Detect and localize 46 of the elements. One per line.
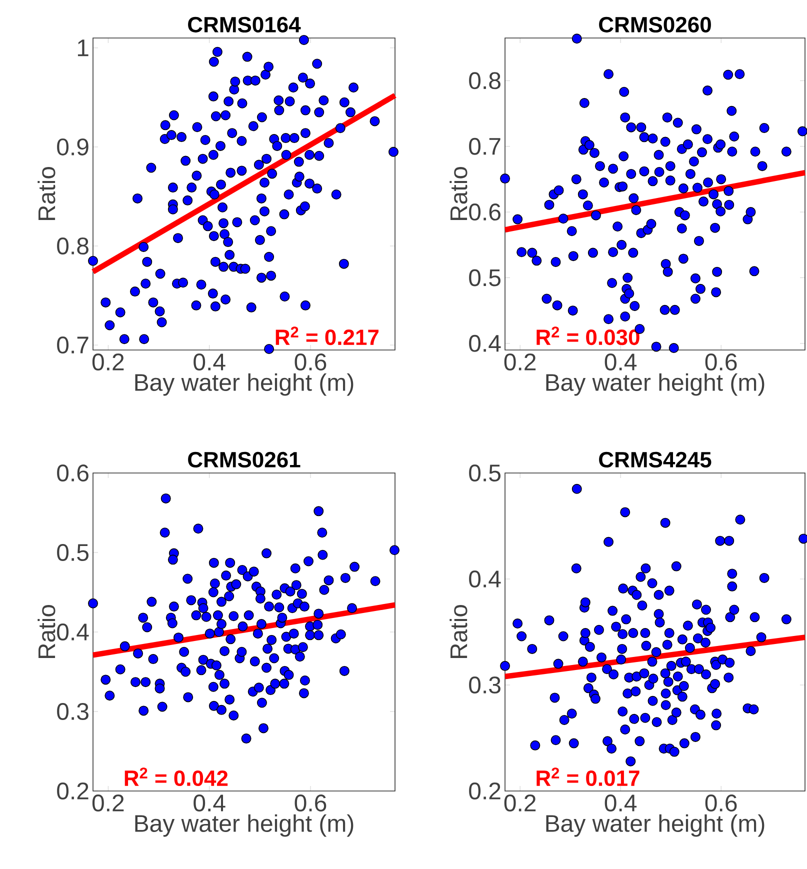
- x-tick-label: 0.4: [604, 794, 637, 812]
- x-tick-label: 0.6: [705, 794, 737, 812]
- y-axis-title: Ratio: [38, 604, 56, 658]
- annotation: R$^{2}$ = 0.042: [124, 768, 228, 786]
- y-tick-label: 0.2: [469, 782, 500, 800]
- y-tick-label: 0.6: [469, 204, 500, 221]
- y-axis-title: Ratio: [38, 166, 56, 220]
- y-tick-label: 0.3: [469, 676, 500, 694]
- x-tick-label: 0.2: [92, 794, 124, 812]
- x-tick-label: 0.6: [294, 354, 326, 371]
- x-axis-title: Bay water height (m): [135, 373, 354, 396]
- y-tick-label: 0.5: [469, 269, 500, 286]
- x-tick-label: 0.4: [604, 354, 637, 371]
- x-tick-label: 0.4: [194, 794, 226, 812]
- y-tick-label: 0.6: [57, 464, 88, 482]
- y-axis-title: Ratio: [450, 166, 468, 220]
- y-tick-label: 0.9: [57, 138, 88, 156]
- y-axis-title: Ratio: [450, 604, 468, 658]
- y-tick-label: 0.4: [469, 334, 501, 352]
- y-tick-label: 0.5: [469, 464, 500, 482]
- x-tick-label: 0.6: [705, 354, 737, 371]
- y-tick-label: 0.4: [57, 623, 89, 640]
- x-axis-title: Bay water height (m): [546, 814, 764, 837]
- y-tick-label: 0.8: [57, 237, 88, 254]
- y-tick-label: 0.4: [469, 570, 501, 588]
- y-tick-label: 0.7: [469, 138, 500, 155]
- annotation: R$^{2}$ = 0.030: [536, 326, 640, 346]
- y-tick-label: 0.5: [57, 544, 88, 561]
- chart-title: CRMS0164: [188, 16, 301, 32]
- y-tick-label: 1: [78, 40, 88, 56]
- x-tick-label: 0.2: [504, 794, 536, 812]
- annotation: R$^{2}$ = 0.017: [536, 768, 640, 786]
- annotation: R$^{2}$ = 0.217: [276, 326, 378, 346]
- y-tick-label: 0.7: [57, 336, 88, 354]
- chart-title: CRMS0260: [599, 16, 711, 32]
- x-tick-label: 0.2: [92, 354, 124, 371]
- x-tick-label: 0.2: [504, 354, 536, 371]
- y-tick-label: 0.2: [57, 782, 88, 800]
- x-axis-title: Bay water height (m): [135, 814, 354, 837]
- y-tick-label: 0.8: [469, 72, 500, 90]
- x-tick-label: 0.6: [294, 794, 326, 812]
- chart-title: CRMS4245: [599, 452, 712, 468]
- y-tick-label: 0.3: [57, 702, 88, 720]
- x-axis-title: Bay water height (m): [546, 373, 764, 396]
- x-tick-label: 0.4: [194, 354, 226, 371]
- chart-title: CRMS0261: [188, 452, 300, 468]
